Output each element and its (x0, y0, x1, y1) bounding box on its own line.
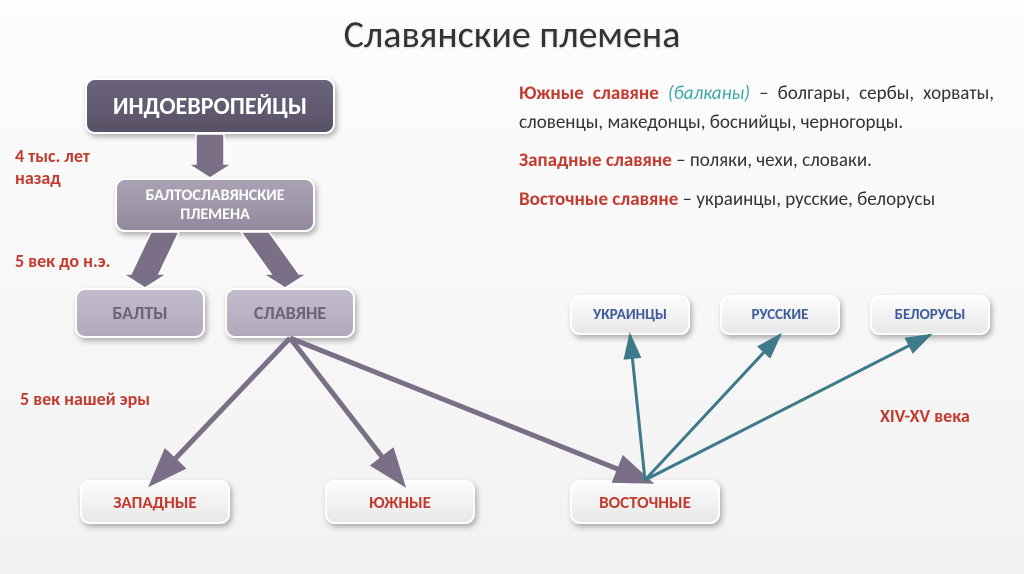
thick-arrow-2 (241, 232, 307, 288)
node-ukr: УКРАИНЦЫ (570, 295, 690, 335)
node-east: ВОСТОЧНЫЕ (570, 480, 720, 524)
node-balto: БАЛТОСЛАВЯНСКИЕ ПЛЕМЕНА (115, 178, 315, 232)
annotation-a1: 4 тыс. лет назад (15, 145, 115, 189)
annotation-a2: 5 век до н.э. (15, 250, 135, 272)
slide-title: Славянские племена (0, 0, 1024, 58)
branch-arrow-2 (290, 338, 645, 480)
annotation-a4: XIV-XV века (880, 405, 1020, 427)
east-arrow-1 (645, 335, 780, 480)
node-bel: БЕЛОРУСЫ (870, 295, 990, 335)
description-block: Южные славяне (балканы) – болгары, сербы… (519, 80, 994, 224)
branch-arrow-1 (290, 338, 400, 480)
node-root: ИНДОЕВРОПЕЙЦЫ (85, 78, 335, 134)
node-south: ЮЖНЫЕ (325, 480, 475, 524)
desc-west: Западные славяне – поляки, чехи, словаки… (519, 147, 994, 176)
node-slavs: СЛАВЯНЕ (225, 288, 355, 338)
desc-south: Южные славяне (балканы) – болгары, сербы… (519, 80, 994, 137)
desc-east: Восточные славяне – украинцы, русские, б… (519, 186, 994, 215)
annotation-a3: 5 век нашей эры (20, 388, 220, 410)
east-arrow-0 (630, 335, 645, 480)
thick-arrow-0 (188, 134, 232, 178)
node-west: ЗАПАДНЫЕ (80, 480, 230, 524)
node-balts: БАЛТЫ (75, 288, 205, 338)
node-rus: РУССКИЕ (720, 295, 840, 335)
